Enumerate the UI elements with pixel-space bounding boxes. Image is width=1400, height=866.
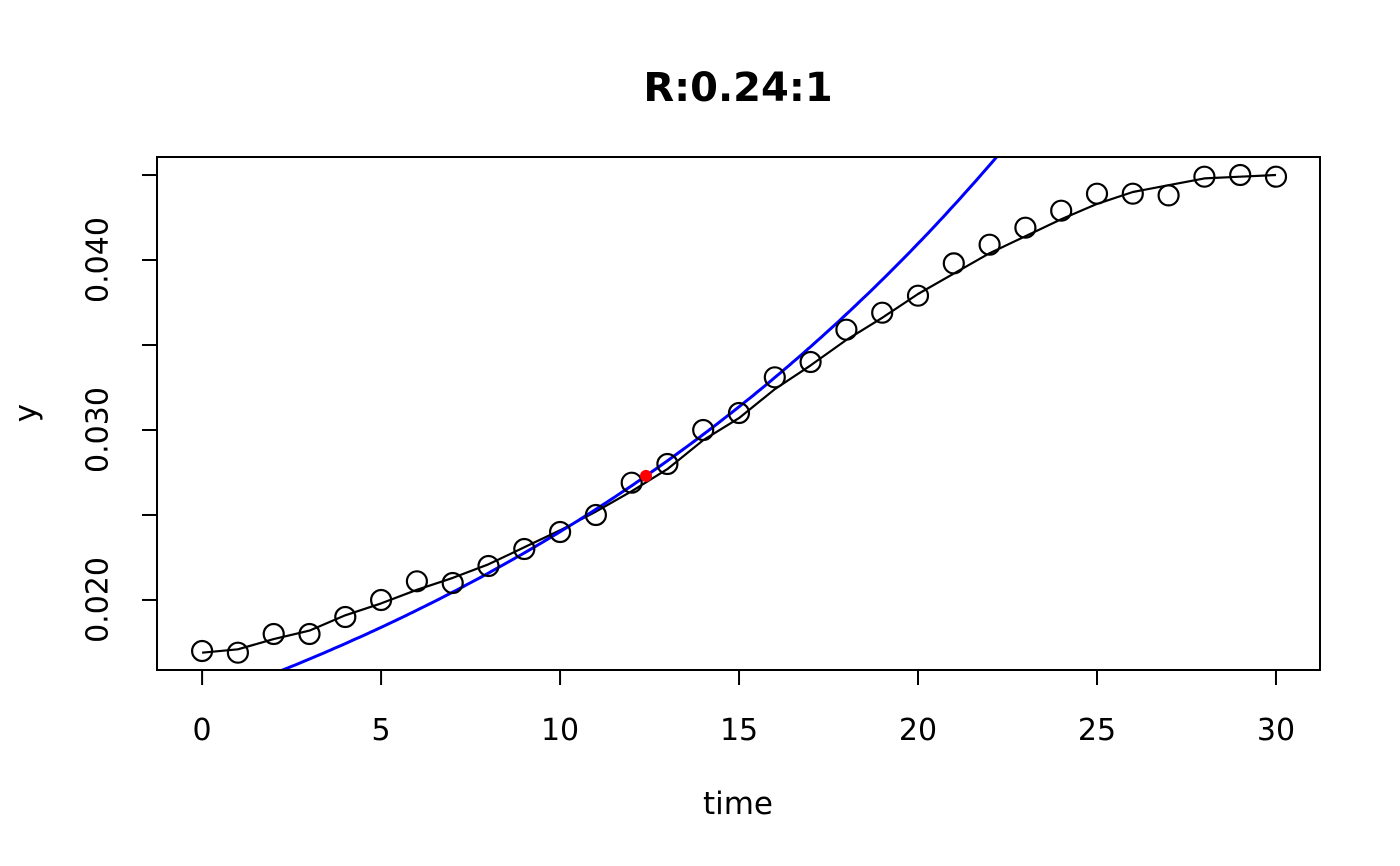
exponential-curve [280,157,999,670]
data-point-circle [1050,199,1073,222]
data-point-circle [226,641,249,664]
curves-layer [201,157,1277,670]
data-point-circle [1085,182,1109,205]
data-point-circle [477,554,500,578]
data-point-circle [942,252,965,275]
data-point-circle [584,503,608,527]
data-point-circle [1193,165,1216,188]
data-point-circle [978,233,1001,256]
data-point-circle [441,571,464,595]
y-tick-label: 0.040 [81,217,116,303]
fitted-curve [201,173,1277,654]
data-point-circle [799,350,822,374]
x-tick-label: 0 [193,713,212,748]
data-point-circle [191,639,214,663]
x-tick-label: 15 [720,713,758,748]
data-point-circle [763,366,786,389]
data-point-circle [835,318,858,341]
data-point-circle [405,570,428,593]
data-point-circle [620,471,643,494]
data-point-circle [692,418,715,442]
data-point-circle [1014,216,1037,239]
x-tick-label: 30 [1257,713,1295,748]
axes-layer: 0 5 10 15 20 25 30 0.020 0.030 0.040 [81,174,1295,748]
data-point-circle [548,520,572,544]
y-tick-label: 0.020 [81,557,116,643]
data-point-circle [1229,163,1252,187]
points-layer [191,163,1288,664]
data-point-circle [656,452,679,476]
data-point-circle [298,622,321,646]
x-tick-label: 5 [372,713,391,748]
data-point-circle [1264,165,1288,188]
x-tick-label: 25 [1078,713,1116,748]
y-axis-label: y [8,404,44,422]
data-point-circle [513,537,536,561]
data-point-circle [1121,182,1144,205]
x-tick-label: 10 [541,713,579,748]
data-point-circle [262,622,285,646]
plot-frame [156,156,1321,671]
data-point-circle [1157,184,1180,207]
y-tick-label: 0.030 [81,387,116,473]
highlight-point [640,469,652,482]
data-point-circle [727,401,751,425]
data-point-circle [871,301,894,324]
x-axis-label: time [703,786,773,822]
x-tick-label: 20 [899,713,937,748]
data-point-circle [370,588,393,612]
data-point-circle [334,605,357,629]
chart-title: R:0.24:1 [643,65,832,111]
data-point-circle [906,284,930,307]
